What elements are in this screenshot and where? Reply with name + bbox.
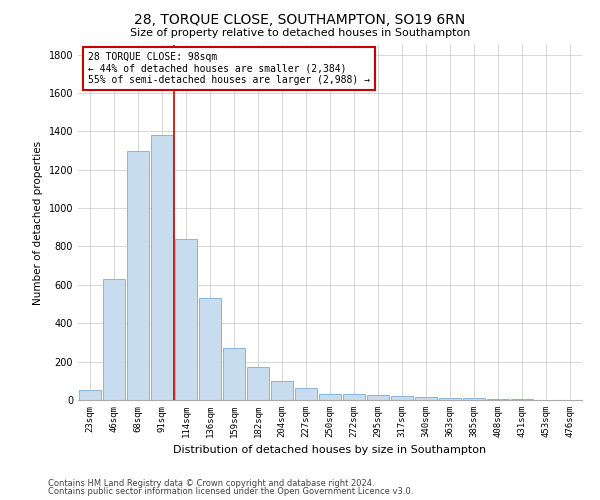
- Text: Size of property relative to detached houses in Southampton: Size of property relative to detached ho…: [130, 28, 470, 38]
- Bar: [343, 394, 365, 400]
- Bar: [439, 398, 461, 400]
- Bar: [415, 397, 437, 400]
- Bar: [175, 239, 197, 400]
- Bar: [463, 398, 485, 400]
- Bar: [271, 381, 293, 400]
- Y-axis label: Number of detached properties: Number of detached properties: [33, 140, 43, 304]
- Bar: [295, 388, 317, 400]
- Bar: [151, 135, 173, 400]
- X-axis label: Distribution of detached houses by size in Southampton: Distribution of detached houses by size …: [173, 446, 487, 456]
- Bar: [319, 394, 341, 400]
- Text: Contains public sector information licensed under the Open Government Licence v3: Contains public sector information licen…: [48, 487, 413, 496]
- Bar: [391, 396, 413, 400]
- Text: Contains HM Land Registry data © Crown copyright and database right 2024.: Contains HM Land Registry data © Crown c…: [48, 478, 374, 488]
- Bar: [127, 150, 149, 400]
- Bar: [79, 390, 101, 400]
- Bar: [367, 395, 389, 400]
- Bar: [247, 368, 269, 400]
- Bar: [103, 279, 125, 400]
- Bar: [487, 399, 509, 400]
- Bar: [199, 298, 221, 400]
- Bar: [223, 348, 245, 400]
- Text: 28, TORQUE CLOSE, SOUTHAMPTON, SO19 6RN: 28, TORQUE CLOSE, SOUTHAMPTON, SO19 6RN: [134, 12, 466, 26]
- Text: 28 TORQUE CLOSE: 98sqm
← 44% of detached houses are smaller (2,384)
55% of semi-: 28 TORQUE CLOSE: 98sqm ← 44% of detached…: [88, 52, 370, 86]
